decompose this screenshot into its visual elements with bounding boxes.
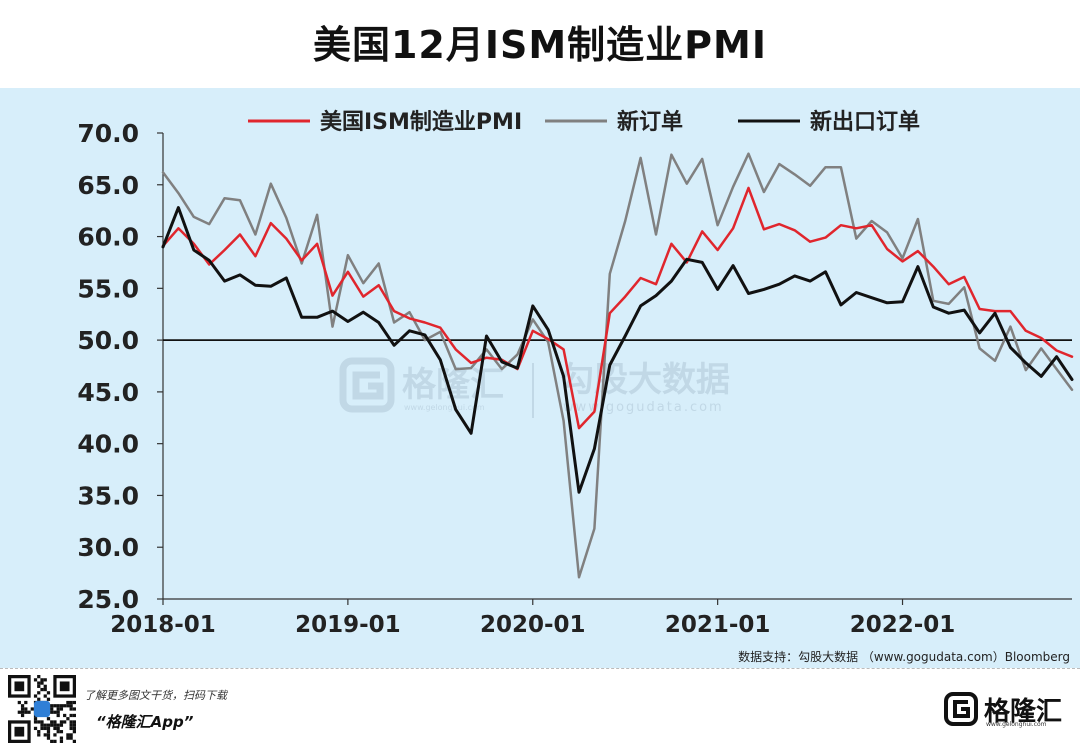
series-line-0 <box>161 186 1074 430</box>
watermark-data-brand: 勾股大数据 <box>560 360 730 400</box>
brand-name: 格隆汇 <box>983 696 1062 727</box>
footer: 了解更多图文干货，扫码下载 “格隆汇App” 格隆汇 www.gelonghui… <box>0 669 1080 748</box>
source-note: 数据支持：勾股大数据 （www.gogudata.com）Bloomberg <box>738 650 1070 664</box>
y-tick-label: 35.0 <box>77 481 139 510</box>
y-tick-label: 45.0 <box>77 378 139 407</box>
y-tick-label: 65.0 <box>77 171 139 200</box>
watermark-logo-icon <box>339 357 395 413</box>
x-tick-label: 2020-01 <box>480 612 586 638</box>
footer-app-name: “格隆汇App” <box>96 713 194 731</box>
page-title: 美国12月ISM制造业PMI <box>312 23 767 67</box>
gelonghui-logo-icon <box>943 692 978 726</box>
x-tick-label: 2019-01 <box>295 612 401 638</box>
legend-entry: 新订单 <box>545 109 683 135</box>
series-line-2 <box>161 206 1074 494</box>
legend-entry: 美国ISM制造业PMI <box>248 109 522 135</box>
brand-site: www.gelonghui.com <box>985 721 1047 728</box>
watermark-brand-site: www.gelonghui.com <box>404 403 485 412</box>
chart-panel: 格隆汇 www.gelonghui.com 勾股大数据 www.gogudata.co… <box>0 88 1080 668</box>
legend-entry: 新出口订单 <box>738 109 920 135</box>
legend-label: 美国ISM制造业PMI <box>320 109 522 135</box>
watermark: 格隆汇www.gelonghui.com勾股大数据www.gogudata.co… <box>339 357 730 418</box>
brand-logo: 格隆汇 www.gelonghui.com <box>943 689 1062 729</box>
x-tick-label: 2021-01 <box>665 612 771 638</box>
footer-promo-text: 了解更多图文干货，扫码下载 <box>84 689 227 702</box>
chart: 格隆汇www.gelonghui.com勾股大数据www.gogudata.co… <box>77 109 1074 638</box>
x-tick-label: 2018-01 <box>110 612 216 638</box>
series-line-1 <box>161 152 1074 579</box>
x-tick-label: 2022-01 <box>850 612 956 638</box>
footer-divider <box>0 668 1080 669</box>
y-tick-label: 50.0 <box>77 326 139 355</box>
y-tick-label: 70.0 <box>77 119 139 148</box>
y-tick-label: 40.0 <box>77 430 139 459</box>
qr-code-icon[interactable] <box>8 675 76 743</box>
y-tick-label: 60.0 <box>77 223 139 252</box>
y-tick-label: 55.0 <box>77 274 139 303</box>
y-tick-label: 25.0 <box>77 585 139 614</box>
y-tick-label: 30.0 <box>77 533 139 562</box>
legend-label: 新出口订单 <box>810 109 920 135</box>
legend-label: 新订单 <box>617 109 683 135</box>
watermark-logo-mark <box>352 371 384 400</box>
watermark-data-site: www.gogudata.com <box>563 400 724 415</box>
